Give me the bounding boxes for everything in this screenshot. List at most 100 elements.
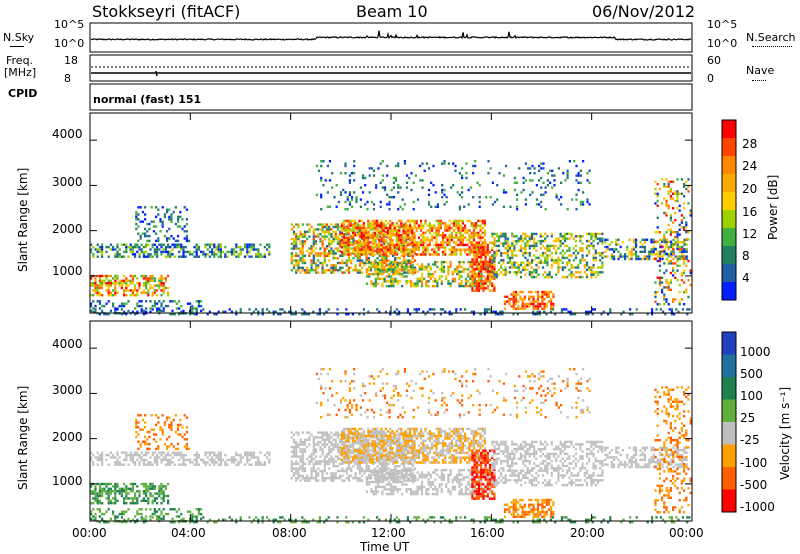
- power-cell: [400, 222, 403, 225]
- power-cell: [333, 196, 336, 199]
- power-cell: [373, 234, 376, 237]
- power-cell: [103, 313, 106, 316]
- velocity-cbar-tick: -1000: [740, 500, 775, 514]
- power-cell: [347, 248, 350, 251]
- power-cell: [292, 247, 296, 250]
- velocity-cell: [336, 455, 340, 458]
- power-cell: [669, 288, 672, 291]
- power-cell: [160, 294, 163, 297]
- power-cell: [665, 257, 668, 261]
- velocity-cell: [125, 456, 128, 459]
- power-cell: [458, 270, 461, 273]
- power-cell: [417, 236, 420, 239]
- power-cell: [378, 269, 381, 272]
- power-cell: [431, 224, 434, 227]
- x-tick: 12:00: [371, 526, 406, 540]
- power-cell: [424, 250, 427, 254]
- power-cell: [369, 224, 372, 227]
- power-cell: [604, 250, 607, 253]
- power-cell: [566, 208, 569, 211]
- power-cell: [383, 242, 386, 245]
- velocity-cell: [204, 461, 207, 464]
- power-cell: [345, 253, 348, 256]
- power-cell: [545, 302, 548, 306]
- power-cell: [409, 271, 412, 274]
- power-cell: [669, 214, 672, 217]
- velocity-cell: [235, 458, 238, 462]
- power-cell: [437, 246, 440, 249]
- velocity-cell: [197, 508, 200, 511]
- velocity-cell: [129, 453, 132, 457]
- power-cell: [136, 291, 139, 294]
- power-cell: [414, 282, 417, 285]
- power-cell: [334, 223, 337, 226]
- power-cell: [314, 228, 318, 231]
- power-cell: [378, 243, 381, 247]
- power-cell: [544, 191, 547, 194]
- cpid-label: CPID: [8, 87, 38, 100]
- power-cell: [479, 226, 482, 230]
- power-cell: [348, 193, 351, 196]
- power-cell: [343, 219, 346, 223]
- velocity-cell: [139, 442, 142, 446]
- power-cell: [438, 277, 441, 281]
- velocity-cell: [147, 451, 150, 454]
- power-cell: [512, 293, 515, 296]
- power-cell: [398, 236, 401, 239]
- power-cell: [669, 231, 672, 234]
- power-cell: [469, 263, 472, 266]
- power-cell: [493, 263, 496, 267]
- power-cell: [290, 223, 293, 226]
- power-cell: [519, 247, 523, 250]
- power-cbar-tick: 20: [742, 182, 758, 196]
- velocity-cell: [134, 482, 137, 486]
- power-cell: [441, 184, 444, 187]
- power-cell: [547, 290, 551, 294]
- power-cell: [402, 257, 406, 260]
- power-cell: [555, 259, 558, 262]
- velocity-cell: [123, 510, 126, 513]
- power-cell: [586, 172, 589, 175]
- velocity-cell: [90, 510, 93, 513]
- power-cell: [378, 234, 381, 237]
- power-cell: [420, 241, 423, 244]
- power-cell: [511, 266, 514, 269]
- power-cell: [127, 309, 130, 313]
- power-cell: [449, 284, 452, 288]
- power-cell: [422, 250, 425, 254]
- power-cell: [484, 280, 487, 283]
- power-cell: [454, 164, 457, 168]
- power-cell: [509, 205, 512, 208]
- power-cell: [683, 262, 686, 265]
- power-cell: [429, 272, 432, 276]
- velocity-cell: [197, 510, 200, 513]
- power-cell: [667, 228, 670, 231]
- power-cell: [409, 282, 413, 285]
- velocity-cell: [208, 453, 211, 457]
- power-cell: [689, 214, 692, 217]
- velocity-cell: [123, 512, 126, 516]
- power-cell: [295, 261, 298, 265]
- velocity-cell: [334, 431, 337, 434]
- power-cell: [400, 241, 403, 244]
- power-cell: [550, 298, 553, 301]
- power-cell: [502, 251, 505, 255]
- velocity-cell: [306, 438, 309, 441]
- power-cell: [517, 266, 520, 269]
- power-cell: [162, 309, 165, 313]
- power-cell: [681, 255, 684, 258]
- power-cell: [601, 232, 604, 236]
- power-cell: [135, 227, 138, 231]
- velocity-cell: [303, 438, 307, 441]
- power-cell: [448, 313, 451, 316]
- power-cell: [669, 219, 672, 222]
- power-cell: [153, 250, 156, 254]
- power-cell: [685, 180, 688, 183]
- power-cell: [292, 313, 295, 316]
- power-cell: [560, 310, 563, 313]
- nave-tick-bottom: 0: [707, 72, 714, 85]
- power-cell: [435, 243, 438, 247]
- power-cell: [459, 243, 462, 247]
- velocity-cell: [306, 445, 309, 449]
- power-cell: [482, 263, 485, 266]
